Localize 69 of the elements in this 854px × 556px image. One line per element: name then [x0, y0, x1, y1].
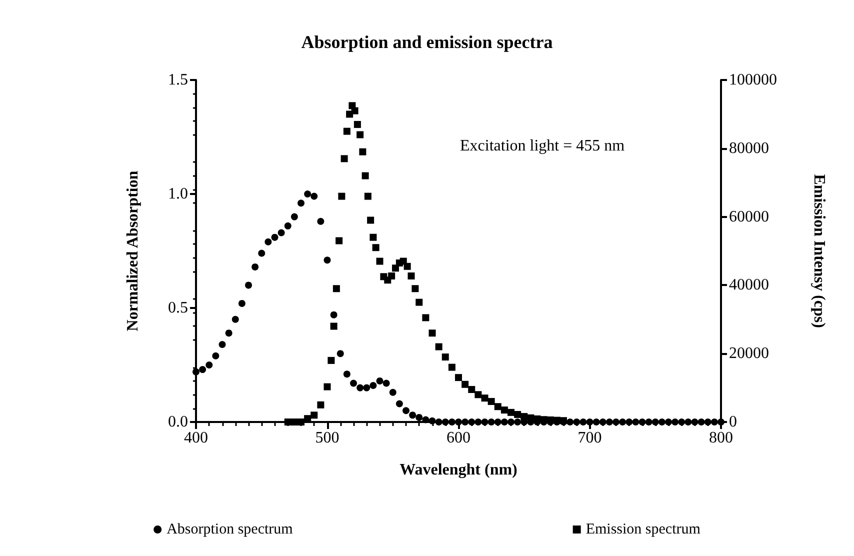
point: [455, 374, 462, 382]
point: [372, 244, 380, 252]
point: [328, 356, 335, 364]
point: [298, 418, 304, 426]
legend-label: Emission spectrum: [586, 522, 701, 538]
point: [336, 237, 343, 244]
point: [332, 285, 340, 292]
y2-tick-label: 100000: [729, 72, 777, 88]
x-tick-label: 600: [446, 430, 470, 446]
y2-tick-label: 60000: [729, 208, 769, 226]
x-tick-label: 400: [184, 430, 208, 446]
y2-axis-title: Emission Intensy (cps): [810, 174, 828, 328]
point: [494, 403, 502, 410]
point: [362, 172, 369, 180]
point: [468, 386, 476, 394]
y-axis-title: Normalized Absorption: [124, 170, 142, 332]
point: [412, 285, 419, 292]
y2-tick-label: 0: [729, 414, 737, 430]
point: [290, 418, 298, 426]
x-tick-label: 700: [578, 430, 602, 446]
point: [354, 120, 361, 128]
x-tick-label: 800: [709, 430, 733, 446]
point: [359, 148, 366, 156]
point: [540, 416, 548, 424]
point: [343, 128, 350, 135]
y2-tick-label: 20000: [729, 345, 769, 362]
y-tick-label: 1.0: [168, 186, 188, 202]
annotation: Excitation light = 455 nm: [460, 138, 626, 154]
point: [435, 343, 442, 350]
point: [416, 298, 423, 306]
point: [388, 272, 396, 280]
y-tick-label: 0.0: [168, 414, 188, 430]
point: [367, 216, 374, 224]
y-tick-label: 1.5: [168, 72, 188, 88]
point: [330, 322, 338, 330]
point: [364, 192, 372, 200]
point: [317, 401, 324, 408]
point: [408, 272, 415, 280]
point: [351, 107, 358, 114]
point: [448, 364, 456, 371]
point: [324, 383, 331, 390]
point: [376, 258, 384, 265]
point: [508, 408, 514, 416]
point: [527, 414, 534, 422]
point: [310, 412, 318, 419]
y2-tick-label: 80000: [729, 140, 769, 157]
point: [514, 410, 522, 418]
point: [500, 406, 508, 414]
point: [488, 398, 495, 405]
y-tick-label: 0.5: [168, 300, 188, 316]
point: [340, 155, 348, 162]
point: [442, 354, 449, 361]
point: [428, 330, 436, 337]
point: [370, 234, 377, 241]
point: [462, 380, 469, 388]
point: [356, 131, 364, 138]
point: [481, 394, 488, 402]
point: [520, 413, 528, 420]
point: [338, 192, 346, 200]
y2-tick-label: 40000: [729, 276, 769, 294]
point: [474, 391, 482, 398]
point: [404, 262, 411, 270]
x-axis-title: Wavelenght (nm): [400, 462, 518, 478]
point: [422, 314, 430, 322]
legend-label: Absorption spectrum: [166, 522, 294, 538]
chart-title: Absorption and emission spectra: [301, 32, 553, 52]
point: [546, 416, 554, 424]
x-tick-label: 500: [315, 430, 340, 446]
point: [284, 418, 292, 426]
